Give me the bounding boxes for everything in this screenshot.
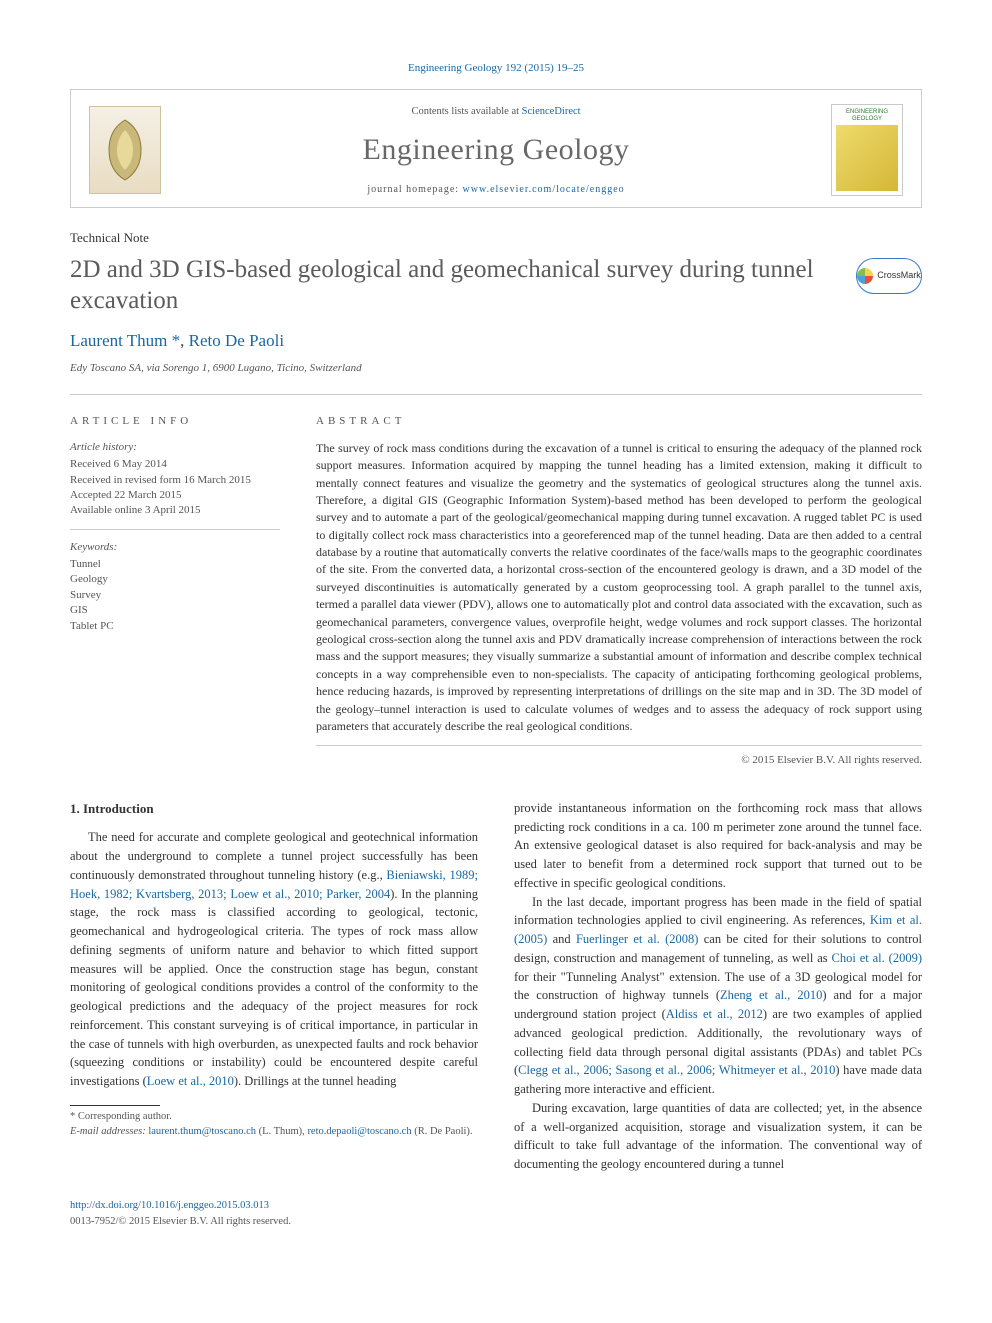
intro-heading: 1. Introduction [70,799,478,819]
author-link-2[interactable]: Reto De Paoli [189,331,284,350]
citation-link[interactable]: Zheng et al., 2010 [720,988,822,1002]
history-revised: Received in revised form 16 March 2015 [70,473,280,488]
keywords: Keywords: Tunnel Geology Survey GIS Tabl… [70,540,280,634]
citation-link[interactable]: Clegg et al., 2006; Sasong et al., 2006;… [518,1063,835,1077]
keyword: Tablet PC [70,619,280,634]
article-title: 2D and 3D GIS-based geological and geome… [70,254,836,317]
footnotes: * Corresponding author. E-mail addresses… [70,1110,478,1139]
body-paragraph: In the last decade, important progress h… [514,893,922,1099]
journal-header: Contents lists available at ScienceDirec… [70,89,922,209]
keyword: GIS [70,603,280,618]
elsevier-logo-icon [89,106,161,194]
body-paragraph: provide instantaneous information on the… [514,799,922,893]
author-list: Laurent Thum *, Reto De Paoli [70,328,922,354]
author-sep: , [180,331,189,350]
article-history: Article history: Received 6 May 2014 Rec… [70,440,280,530]
contents-prefix: Contents lists available at [411,106,521,117]
abstract-text: The survey of rock mass conditions durin… [316,440,922,747]
history-online: Available online 3 April 2015 [70,503,280,518]
citation-link[interactable]: Fuerlinger et al. (2008) [576,932,698,946]
body-right-column: provide instantaneous information on the… [514,799,922,1174]
history-received: Received 6 May 2014 [70,457,280,472]
keyword: Survey [70,588,280,603]
citation-link[interactable]: Loew et al., 2010 [147,1074,234,1088]
journal-name: Engineering Geology [179,127,813,172]
crossmark-icon [857,268,873,284]
abstract-head: ABSTRACT [316,413,922,430]
email-addresses: E-mail addresses: laurent.thum@toscano.c… [70,1125,478,1140]
homepage-prefix: journal homepage: [367,184,462,195]
corresponding-author-note: * Corresponding author. [70,1110,478,1125]
contents-line: Contents lists available at ScienceDirec… [179,104,813,120]
email-link-1[interactable]: laurent.thum@toscano.ch [148,1126,256,1137]
email-link-2[interactable]: reto.depaoli@toscano.ch [307,1126,411,1137]
journal-cover-thumbnail-icon: ENGINEERINGGEOLOGY [831,104,903,196]
body-paragraph: During excavation, large quantities of d… [514,1099,922,1174]
homepage-link[interactable]: www.elsevier.com/locate/enggeo [463,184,625,195]
keyword: Tunnel [70,557,280,572]
crossmark-label: CrossMark [877,269,921,283]
affiliation: Edy Toscano SA, via Sorengo 1, 6900 Luga… [70,360,922,377]
body-left-column: 1. Introduction The need for accurate an… [70,799,478,1174]
issn-copyright: 0013-7952/© 2015 Elsevier B.V. All right… [70,1216,291,1227]
corresponding-star-icon: * [172,331,181,350]
history-accepted: Accepted 22 March 2015 [70,488,280,503]
journal-homepage: journal homepage: www.elsevier.com/locat… [179,182,813,197]
intro-paragraph: The need for accurate and complete geolo… [70,828,478,1091]
doi-link[interactable]: http://dx.doi.org/10.1016/j.enggeo.2015.… [70,1200,269,1211]
history-title: Article history: [70,440,280,455]
abstract-copyright: © 2015 Elsevier B.V. All rights reserved… [316,752,922,769]
top-citation: Engineering Geology 192 (2015) 19–25 [70,60,922,77]
sciencedirect-link[interactable]: ScienceDirect [522,106,581,117]
citation-link[interactable]: Aldiss et al., 2012 [666,1007,763,1021]
keyword: Geology [70,572,280,587]
article-info-head: ARTICLE INFO [70,413,280,430]
page-footer: http://dx.doi.org/10.1016/j.enggeo.2015.… [70,1198,922,1230]
article-type: Technical Note [70,228,922,248]
footnote-rule [70,1105,160,1106]
citation-link[interactable]: Choi et al. (2009) [832,951,922,965]
crossmark-badge[interactable]: CrossMark [856,258,922,294]
author-link-1[interactable]: Laurent Thum [70,331,172,350]
keywords-title: Keywords: [70,540,280,555]
